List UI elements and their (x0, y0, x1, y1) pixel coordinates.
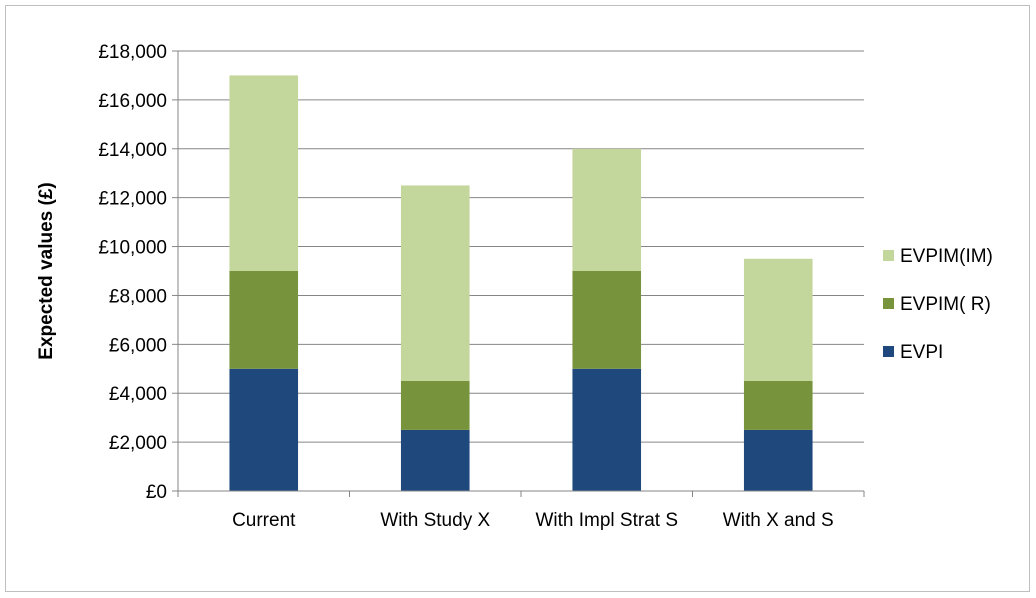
y-tick-label: £12,000 (98, 189, 167, 210)
y-tick-label: £16,000 (98, 91, 167, 112)
y-tick-label: £2,000 (109, 433, 167, 454)
legend-label-evpim-im: EVPIM(IM) (900, 246, 993, 267)
y-axis-label: Expected values (£) (36, 182, 57, 359)
legend: EVPIM(IM) EVPIM( R) EVPI (883, 246, 993, 363)
legend-swatch-evpi (883, 346, 894, 357)
legend-label-evpim-r: EVPIM( R) (900, 294, 991, 315)
bar-evpim-r-current (229, 271, 299, 369)
bar-evpim-im-current (229, 75, 299, 271)
legend-swatch-evpim-im (883, 250, 894, 261)
x-tick-label: With Impl Strat S (535, 510, 678, 531)
bar-evpim-r-with-x-and-s (743, 381, 813, 430)
y-tick-label: £10,000 (98, 238, 167, 259)
bar-evpim-r-with-impl-strat-s (572, 271, 642, 369)
bar-evpim-r-with-study-x (400, 381, 470, 430)
y-tick-labels: £0 £2,000 £4,000 £6,000 £8,000 £10,000 £12,000… (98, 42, 167, 503)
y-tick-label: £8,000 (109, 286, 167, 307)
bar-evpim-im-with-x-and-s (743, 258, 813, 381)
x-tick-labels: Current With Study X With Impl Strat S With… (232, 510, 834, 531)
x-tick-label: With Study X (380, 510, 490, 531)
y-tick-label: £18,000 (98, 42, 167, 63)
y-tick-label: £4,000 (109, 384, 167, 405)
y-tick-label: £6,000 (109, 335, 167, 356)
bar-evpi-with-impl-strat-s (572, 368, 642, 491)
x-tick-label: Current (232, 510, 296, 531)
bar-evpim-im-with-impl-strat-s (572, 148, 642, 271)
chart-frame (5, 5, 1030, 592)
bar-evpi-with-study-x (400, 429, 470, 491)
y-tick-label: £14,000 (98, 140, 167, 161)
bar-evpi-current (229, 368, 299, 491)
axes (172, 50, 865, 497)
x-tick-label: With X and S (723, 510, 834, 531)
legend-label-evpi: EVPI (900, 342, 943, 363)
y-tick-label: £0 (146, 482, 167, 503)
bar-evpi-with-x-and-s (743, 429, 813, 491)
legend-swatch-evpim-r (883, 298, 894, 309)
bars (229, 75, 813, 491)
bar-evpim-im-with-study-x (400, 185, 470, 381)
